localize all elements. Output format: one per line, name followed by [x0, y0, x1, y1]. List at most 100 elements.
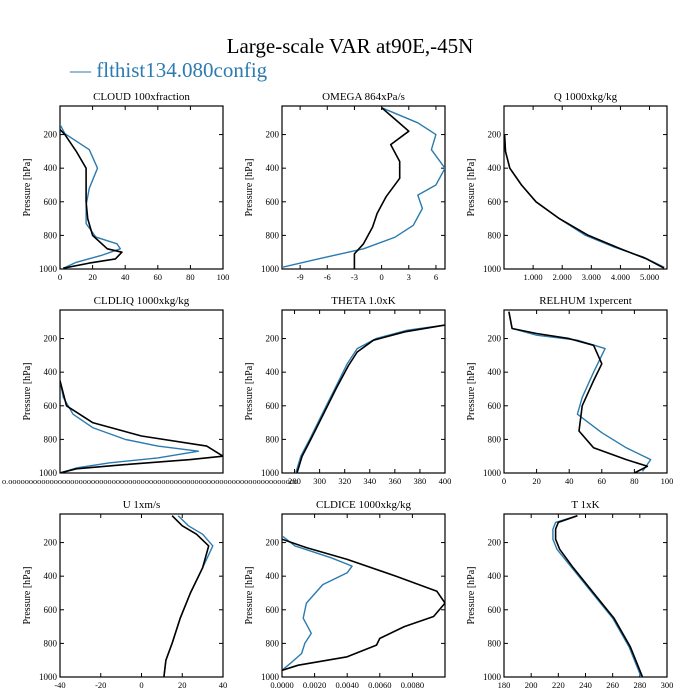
x-tick-label: 0.0020: [303, 680, 326, 690]
y-tick-label: 600: [266, 197, 280, 207]
chart-panel-5: THETA 1.0xK 200 400 600 800 1000 280 300 320 340 3…: [244, 295, 451, 486]
y-tick-label: 200: [44, 334, 58, 344]
x-tick-label: -40: [54, 680, 65, 690]
y-tick-label: 1000: [39, 672, 58, 682]
x-tick-label: 20: [178, 680, 187, 690]
y-tick-label: 400: [266, 163, 280, 173]
y-axis-label: Pressure [hPa]: [22, 158, 33, 216]
x-tick-label: 280: [633, 680, 646, 690]
chart-panel-3: Q 1000xkg/kg 200 400 600 800 1000 1.000 2.000 3.…: [466, 91, 668, 282]
x-tick-label: 0: [502, 476, 506, 486]
series-line-config: [504, 134, 665, 268]
chart-title: CLDICE 1000xkg/kg: [316, 499, 412, 511]
y-tick-label: 200: [266, 538, 280, 548]
x-tick-label: 80: [186, 272, 195, 282]
plot-frame: [59, 309, 224, 474]
y-tick-label: 1000: [39, 264, 58, 274]
x-tick-label: 200: [525, 680, 538, 690]
y-tick-label: 800: [488, 638, 502, 648]
x-tick-label: 5.000: [640, 272, 659, 282]
series-line-control: [504, 134, 665, 269]
y-tick-label: 400: [266, 571, 280, 581]
x-tick-label: 0.0060: [368, 680, 391, 690]
x-tick-label: 240: [579, 680, 592, 690]
y-tick-label: 600: [266, 401, 280, 411]
x-tick-label: 60: [154, 272, 163, 282]
chart-title: CLDLIQ 1000xkg/kg: [94, 295, 190, 307]
chart-title: THETA 1.0xK: [331, 295, 396, 307]
series-line-control: [296, 324, 445, 473]
chart-title: Q 1000xkg/kg: [554, 91, 618, 103]
y-axis-label: Pressure [hPa]: [466, 362, 477, 420]
x-tick-label: 100: [217, 272, 230, 282]
y-tick-label: 400: [488, 163, 502, 173]
x-tick-label: 60: [598, 476, 607, 486]
x-tick-label: 6: [434, 272, 438, 282]
x-tick-label: -9: [297, 272, 304, 282]
series-line-config: [508, 311, 652, 472]
x-tick-label: -6: [324, 272, 331, 282]
y-axis-label: Pressure [hPa]: [22, 362, 33, 420]
x-tick-label: 0: [379, 272, 383, 282]
y-tick-label: 200: [488, 538, 502, 548]
x-tick-label: 0.0080: [401, 680, 424, 690]
chart-panel-4: CLDLIQ 1000xkg/kg 200 400 600 800 10000.00000…: [2, 295, 298, 486]
plot-frame: [59, 513, 224, 678]
y-tick-label: 600: [44, 401, 58, 411]
y-tick-label: 200: [44, 130, 58, 140]
x-tick-label: 220: [552, 680, 565, 690]
x-tick-label: -20: [95, 680, 106, 690]
x-tick-label: 0.0000: [270, 680, 293, 690]
y-tick-label: 400: [488, 367, 502, 377]
x-tick-label: 300: [661, 680, 674, 690]
series-line-config: [552, 515, 642, 677]
x-tick-label: 400: [439, 476, 452, 486]
x-tick-label: 80: [630, 476, 639, 486]
series-line-config: [295, 324, 445, 473]
y-tick-label: 800: [266, 434, 280, 444]
y-tick-label: 600: [44, 197, 58, 207]
plot-frame: [59, 105, 224, 270]
chart-title: CLOUD 100xfraction: [93, 91, 190, 103]
x-tick-label: 300: [313, 476, 326, 486]
series-line-config: [282, 107, 445, 268]
plot-frame: [503, 513, 668, 678]
legend-label: flthist134.080config: [96, 58, 268, 82]
chart-title: OMEGA 864xPa/s: [322, 91, 405, 103]
y-tick-label: 800: [266, 230, 280, 240]
x-tick-label: 40: [219, 680, 228, 690]
x-tick-label: 4.000: [611, 272, 630, 282]
y-tick-label: 200: [44, 538, 58, 548]
x-tick-label: 2.000: [553, 272, 572, 282]
x-tick-label: 0: [139, 680, 143, 690]
y-tick-label: 200: [488, 130, 502, 140]
y-axis-label: Pressure [hPa]: [244, 158, 255, 216]
y-tick-label: 1000: [483, 672, 502, 682]
x-tick-label: 40: [565, 476, 574, 486]
y-tick-label: 1000: [483, 468, 502, 478]
y-tick-label: 1000: [39, 468, 58, 478]
plot-frame: [281, 105, 446, 270]
y-axis-label: Pressure [hPa]: [466, 566, 477, 624]
y-tick-label: 1000: [483, 264, 502, 274]
x-tick-label: 100: [661, 476, 674, 486]
y-tick-label: 200: [266, 334, 280, 344]
x-tick-label: 260: [606, 680, 619, 690]
x-tick-label: 40: [121, 272, 130, 282]
x-tick-label: 20: [532, 476, 541, 486]
x-tick-label: 380: [414, 476, 427, 486]
x-tick-label: 0: [58, 272, 62, 282]
y-tick-label: 400: [44, 163, 58, 173]
x-tick-label: 1.000: [524, 272, 543, 282]
y-axis-label: Pressure [hPa]: [244, 566, 255, 624]
plot-frame: [503, 309, 668, 474]
series-line-control: [60, 380, 223, 473]
series-line-config: [60, 380, 200, 473]
y-tick-label: 800: [488, 434, 502, 444]
x-tick-label: 360: [388, 476, 401, 486]
x-tick-label: 180: [498, 680, 511, 690]
